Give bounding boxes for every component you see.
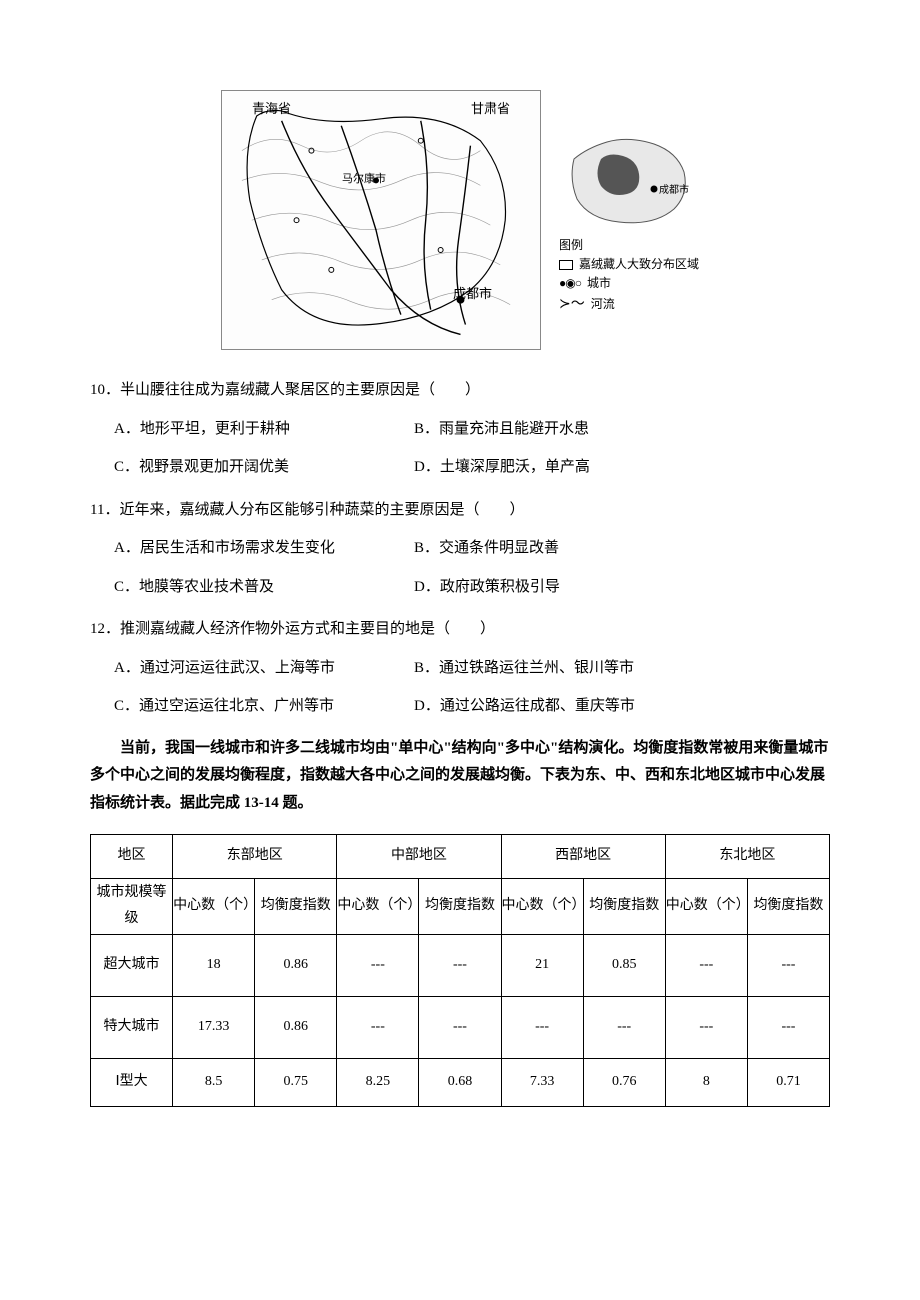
legend-city-icon: ●◉○ [559, 274, 581, 293]
map-legend: 图例 嘉绒藏人大致分布区域 ●◉○ 城市 ≻～ 河流 [559, 236, 699, 316]
row1-c2: --- [337, 996, 419, 1058]
row0-c7: --- [747, 934, 829, 996]
th-scale: 城市规模等级 [91, 878, 173, 934]
row2-c0: 8.5 [173, 1058, 255, 1106]
legend-title: 图例 [559, 236, 699, 255]
th-e-centers: 中心数（个） [173, 878, 255, 934]
row2-c7: 0.71 [747, 1058, 829, 1106]
row1-c4: --- [501, 996, 583, 1058]
map-label-marker: 马尔康市 [342, 169, 386, 190]
row2-c2: 8.25 [337, 1058, 419, 1106]
q10-option-b: B．雨量充沛且能避开水患 [414, 415, 830, 444]
row0-c6: --- [665, 934, 747, 996]
q10-stem: 10．半山腰往往成为嘉绒藏人聚居区的主要原因是（ ） [90, 376, 830, 405]
row2-c1: 0.75 [255, 1058, 337, 1106]
q11-option-c: C．地膜等农业技术普及 [114, 573, 394, 602]
row0-scale: 超大城市 [91, 934, 173, 996]
question-12: 12．推测嘉绒藏人经济作物外运方式和主要目的地是（ ） A．通过河运运往武汉、上… [90, 615, 830, 721]
row1-c3: --- [419, 996, 501, 1058]
q11-stem: 11．近年来，嘉绒藏人分布区能够引种蔬菜的主要原因是（ ） [90, 496, 830, 525]
legend-river-text: 河流 [591, 295, 615, 314]
th-w-index: 均衡度指数 [583, 878, 665, 934]
th-e-index: 均衡度指数 [255, 878, 337, 934]
th-w-centers: 中心数（个） [501, 878, 583, 934]
q12-option-b: B．通过铁路运往兰州、银川等市 [414, 654, 830, 683]
q12-option-c: C．通过空运运往北京、广州等市 [114, 692, 394, 721]
map-inset: 成都市 [559, 124, 699, 234]
q11-option-b: B．交通条件明显改善 [414, 534, 830, 563]
th-east: 东部地区 [173, 834, 337, 878]
row1-c6: --- [665, 996, 747, 1058]
th-west: 西部地区 [501, 834, 665, 878]
th-ne-centers: 中心数（个） [665, 878, 747, 934]
row2-c5: 0.76 [583, 1058, 665, 1106]
row0-c3: --- [419, 934, 501, 996]
map-side: 成都市 图例 嘉绒藏人大致分布区域 ●◉○ 城市 ≻～ 河流 [559, 124, 699, 316]
row0-c0: 18 [173, 934, 255, 996]
map-label-gansu: 甘肃省 [471, 97, 510, 122]
th-region: 地区 [91, 834, 173, 878]
row0-c2: --- [337, 934, 419, 996]
legend-river-icon: ≻～ [559, 294, 585, 316]
th-central: 中部地区 [337, 834, 501, 878]
q12-stem: 12．推测嘉绒藏人经济作物外运方式和主要目的地是（ ） [90, 615, 830, 644]
th-ne-index: 均衡度指数 [747, 878, 829, 934]
q11-option-a: A．居民生活和市场需求发生变化 [114, 534, 394, 563]
row2-c6: 8 [665, 1058, 747, 1106]
q10-option-d: D．土壤深厚肥沃，单产高 [414, 453, 830, 482]
passage-13-14: 当前，我国一线城市和许多二线城市均由"单中心"结构向"多中心"结构演化。均衡度指… [90, 735, 830, 818]
row2-c4: 7.33 [501, 1058, 583, 1106]
q11-option-d: D．政府政策积极引导 [414, 573, 830, 602]
q12-option-a: A．通过河运运往武汉、上海等市 [114, 654, 394, 683]
city-balance-table: 地区 东部地区 中部地区 西部地区 东北地区 城市规模等级 中心数（个） 均衡度… [90, 834, 830, 1107]
q12-option-d: D．通过公路运往成都、重庆等市 [414, 692, 830, 721]
legend-area-text: 嘉绒藏人大致分布区域 [579, 255, 699, 274]
map-label-chengdu: 成都市 [453, 282, 492, 307]
question-11: 11．近年来，嘉绒藏人分布区能够引种蔬菜的主要原因是（ ） A．居民生活和市场需… [90, 496, 830, 602]
row1-c0: 17.33 [173, 996, 255, 1058]
row0-c1: 0.86 [255, 934, 337, 996]
row0-c4: 21 [501, 934, 583, 996]
map-figure: 青海省 甘肃省 马尔康市 成都市 成都市 图例 嘉绒藏人大致分布区域 ●◉○ 城… [90, 90, 830, 350]
map-main: 青海省 甘肃省 马尔康市 成都市 [221, 90, 541, 350]
row1-c1: 0.86 [255, 996, 337, 1058]
th-c-centers: 中心数（个） [337, 878, 419, 934]
q10-option-a: A．地形平坦，更利于耕种 [114, 415, 394, 444]
row1-c7: --- [747, 996, 829, 1058]
legend-area-icon [559, 260, 573, 270]
map-label-qinghai: 青海省 [252, 97, 291, 122]
row1-c5: --- [583, 996, 665, 1058]
q10-option-c: C．视野景观更加开阔优美 [114, 453, 394, 482]
th-c-index: 均衡度指数 [419, 878, 501, 934]
row0-c5: 0.85 [583, 934, 665, 996]
inset-city-label: 成都市 [659, 183, 689, 196]
row1-scale: 特大城市 [91, 996, 173, 1058]
row2-scale: Ⅰ型大 [91, 1058, 173, 1106]
legend-city-text: 城市 [587, 274, 611, 293]
question-10: 10．半山腰往往成为嘉绒藏人聚居区的主要原因是（ ） A．地形平坦，更利于耕种 … [90, 376, 830, 482]
th-northeast: 东北地区 [665, 834, 829, 878]
row2-c3: 0.68 [419, 1058, 501, 1106]
